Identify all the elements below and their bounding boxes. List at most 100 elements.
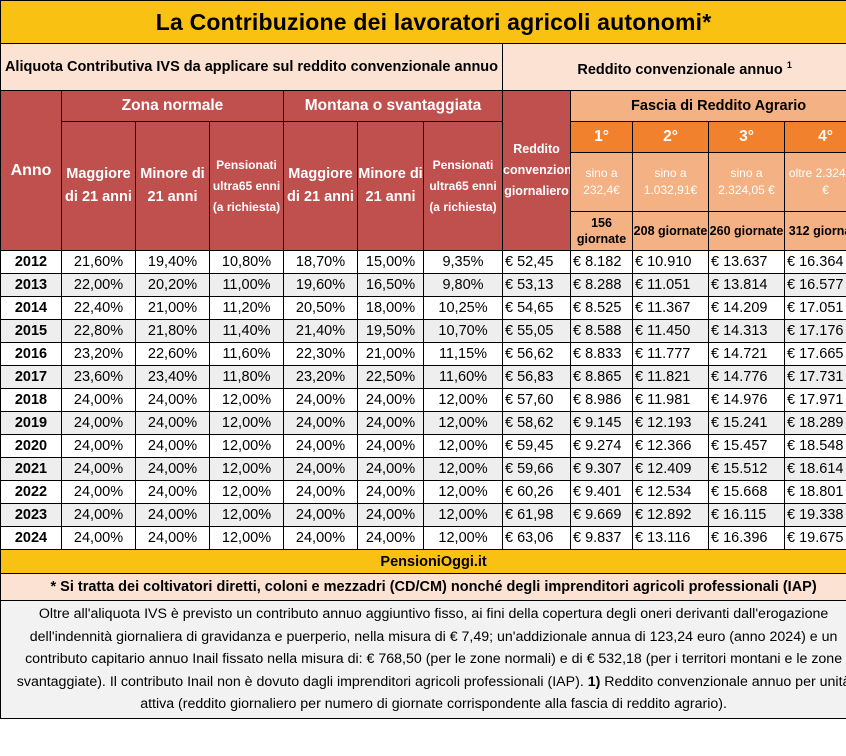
table-cell: € 61,98: [502, 503, 571, 527]
table-cell: € 16.577: [783, 273, 846, 297]
table-cell: 12,00%: [209, 503, 284, 527]
year-cell: 2022: [0, 480, 62, 504]
table-cell: € 8.986: [570, 388, 633, 412]
table-cell: € 12.892: [632, 503, 709, 527]
table-cell: € 18.614: [783, 457, 846, 481]
table-cell: € 16.396: [708, 526, 785, 550]
table-cell: € 13.116: [632, 526, 709, 550]
table-row: 2020 24,00% 24,00% 12,00% 24,00% 24,00% 12,00%…: [0, 434, 846, 458]
table-cell: 21,60%: [61, 250, 136, 274]
table-cell: € 55,05: [502, 319, 571, 343]
year-cell: 2014: [0, 296, 62, 320]
table-cell: 24,00%: [283, 388, 358, 412]
table-cell: 18,00%: [357, 296, 424, 320]
table-cell: € 9.145: [570, 411, 633, 435]
table-cell: 15,00%: [357, 250, 424, 274]
table-cell: 22,60%: [135, 342, 210, 366]
table-cell: € 15.457: [708, 434, 785, 458]
year-cell: 2020: [0, 434, 62, 458]
table-cell: € 15.241: [708, 411, 785, 435]
footnote-star: * Si tratta dei coltivatori diretti, col…: [0, 573, 846, 601]
fascia-2-giornate: 208 giornate: [632, 211, 709, 251]
table-cell: € 57,60: [502, 388, 571, 412]
table-cell: € 54,65: [502, 296, 571, 320]
fascia-4-giornate: 312 giornate: [783, 211, 846, 251]
table-cell: 9,35%: [423, 250, 503, 274]
footnote-ref-marker: 1): [587, 673, 601, 690]
table-cell: € 16.364: [783, 250, 846, 274]
fascia-3-range: sino a 2.324,05 €: [708, 152, 785, 212]
table-cell: 12,00%: [423, 388, 503, 412]
table-cell: 24,00%: [283, 526, 358, 550]
brand-label: PensioniOggi.it: [0, 549, 846, 574]
table-cell: 12,00%: [423, 457, 503, 481]
footnote-note: Oltre all'aliquota IVS è previsto un con…: [0, 600, 846, 719]
table-row: 2013 22,00% 20,20% 11,00% 19,60% 16,50% 9,80% €…: [0, 273, 846, 297]
table-cell: € 17.176: [783, 319, 846, 343]
table-cell: 24,00%: [357, 411, 424, 435]
table-cell: 12,00%: [209, 480, 284, 504]
table-cell: € 11.777: [632, 342, 709, 366]
table-row: 2012 21,60% 19,40% 10,80% 18,70% 15,00% 9,35% €…: [0, 250, 846, 274]
table-cell: 24,00%: [135, 411, 210, 435]
fascia-1-giornate: 156 giornate: [570, 211, 633, 251]
table-cell: 23,60%: [61, 365, 136, 389]
table-cell: € 18.289: [783, 411, 846, 435]
table-cell: € 19.338: [783, 503, 846, 527]
table-cell: 24,00%: [135, 457, 210, 481]
table-cell: € 19.675: [783, 526, 846, 550]
table-cell: € 10.910: [632, 250, 709, 274]
header-pensionati-montana: Pensionati ultra65 enni (a richiesta): [423, 121, 503, 251]
fascia-2-num: 2°: [632, 121, 709, 153]
table-cell: 24,00%: [283, 434, 358, 458]
table-cell: 24,00%: [357, 388, 424, 412]
table-cell: € 59,66: [502, 457, 571, 481]
table-cell: 11,40%: [209, 319, 284, 343]
table-cell: € 12.409: [632, 457, 709, 481]
table-cell: € 16.115: [708, 503, 785, 527]
table-cell: 10,80%: [209, 250, 284, 274]
table-cell: 12,00%: [209, 411, 284, 435]
table-cell: 24,00%: [283, 411, 358, 435]
fascia-2-range: sino a 1.032,91€: [632, 152, 709, 212]
table-cell: € 59,45: [502, 434, 571, 458]
table-cell: € 15.512: [708, 457, 785, 481]
table-cell: € 14.209: [708, 296, 785, 320]
table-cell: 11,60%: [423, 365, 503, 389]
table-cell: € 13.814: [708, 273, 785, 297]
table-cell: 12,00%: [423, 434, 503, 458]
table-cell: € 14.721: [708, 342, 785, 366]
year-cell: 2012: [0, 250, 62, 274]
table-cell: € 8.525: [570, 296, 633, 320]
table-cell: 19,60%: [283, 273, 358, 297]
year-cell: 2015: [0, 319, 62, 343]
table-cell: € 12.193: [632, 411, 709, 435]
table-cell: 12,00%: [209, 388, 284, 412]
fascia-1-num: 1°: [570, 121, 633, 153]
table-cell: 11,60%: [209, 342, 284, 366]
fascia-4-range: oltre 2.324,05 €: [783, 152, 846, 212]
table-cell: € 11.981: [632, 388, 709, 412]
year-cell: 2021: [0, 457, 62, 481]
table-cell: 21,80%: [135, 319, 210, 343]
table-cell: € 60,26: [502, 480, 571, 504]
table-cell: 19,50%: [357, 319, 424, 343]
table-cell: 24,00%: [135, 526, 210, 550]
table-cell: 21,40%: [283, 319, 358, 343]
header-anno: Anno: [0, 90, 62, 251]
table-cell: 24,00%: [283, 503, 358, 527]
subheader-reddito-sup: 1: [786, 59, 792, 70]
table-cell: 24,00%: [135, 503, 210, 527]
header-fascia: Fascia di Reddito Agrario: [569, 90, 846, 122]
table-cell: € 56,83: [502, 365, 571, 389]
table-cell: € 13.637: [708, 250, 785, 274]
header-montana: Montana o svantaggiata: [283, 90, 503, 122]
table-cell: € 58,62: [502, 411, 571, 435]
table-cell: 21,00%: [357, 342, 424, 366]
table-row: 2021 24,00% 24,00% 12,00% 24,00% 24,00% 12,00%…: [0, 457, 846, 481]
footnote-ref-text: Reddito convenzionale annuo per unità at…: [140, 673, 846, 713]
contribution-table: La Contribuzione dei lavoratori agricoli…: [0, 0, 846, 719]
table-cell: 22,80%: [61, 319, 136, 343]
table-row: 2015 22,80% 21,80% 11,40% 21,40% 19,50% 10,70%…: [0, 319, 846, 343]
table-row: 2019 24,00% 24,00% 12,00% 24,00% 24,00% 12,00%…: [0, 411, 846, 435]
